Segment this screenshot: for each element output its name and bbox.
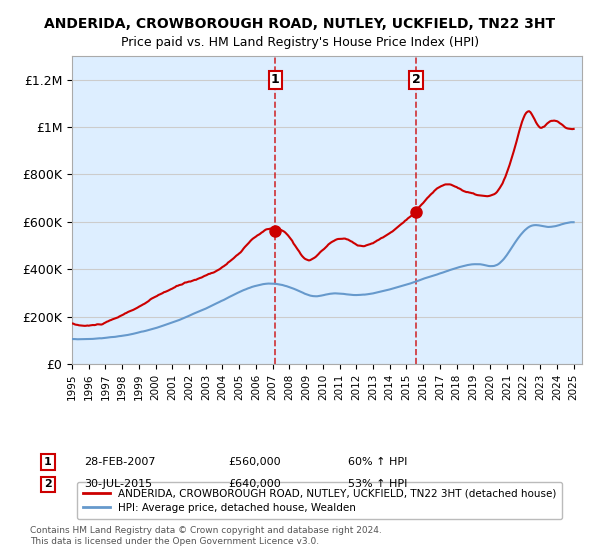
Text: £640,000: £640,000 [228, 479, 281, 489]
Text: £560,000: £560,000 [228, 457, 281, 467]
Text: 28-FEB-2007: 28-FEB-2007 [84, 457, 155, 467]
Text: 1: 1 [271, 73, 280, 86]
Text: 60% ↑ HPI: 60% ↑ HPI [348, 457, 407, 467]
Text: Contains HM Land Registry data © Crown copyright and database right 2024.
This d: Contains HM Land Registry data © Crown c… [30, 526, 382, 546]
Text: 53% ↑ HPI: 53% ↑ HPI [348, 479, 407, 489]
Text: Price paid vs. HM Land Registry's House Price Index (HPI): Price paid vs. HM Land Registry's House … [121, 36, 479, 49]
Legend: ANDERIDA, CROWBOROUGH ROAD, NUTLEY, UCKFIELD, TN22 3HT (detached house), HPI: Av: ANDERIDA, CROWBOROUGH ROAD, NUTLEY, UCKF… [77, 482, 562, 519]
Text: 2: 2 [44, 479, 52, 489]
Text: 1: 1 [44, 457, 52, 467]
Text: ANDERIDA, CROWBOROUGH ROAD, NUTLEY, UCKFIELD, TN22 3HT: ANDERIDA, CROWBOROUGH ROAD, NUTLEY, UCKF… [44, 17, 556, 31]
Text: 2: 2 [412, 73, 421, 86]
Text: 30-JUL-2015: 30-JUL-2015 [84, 479, 152, 489]
